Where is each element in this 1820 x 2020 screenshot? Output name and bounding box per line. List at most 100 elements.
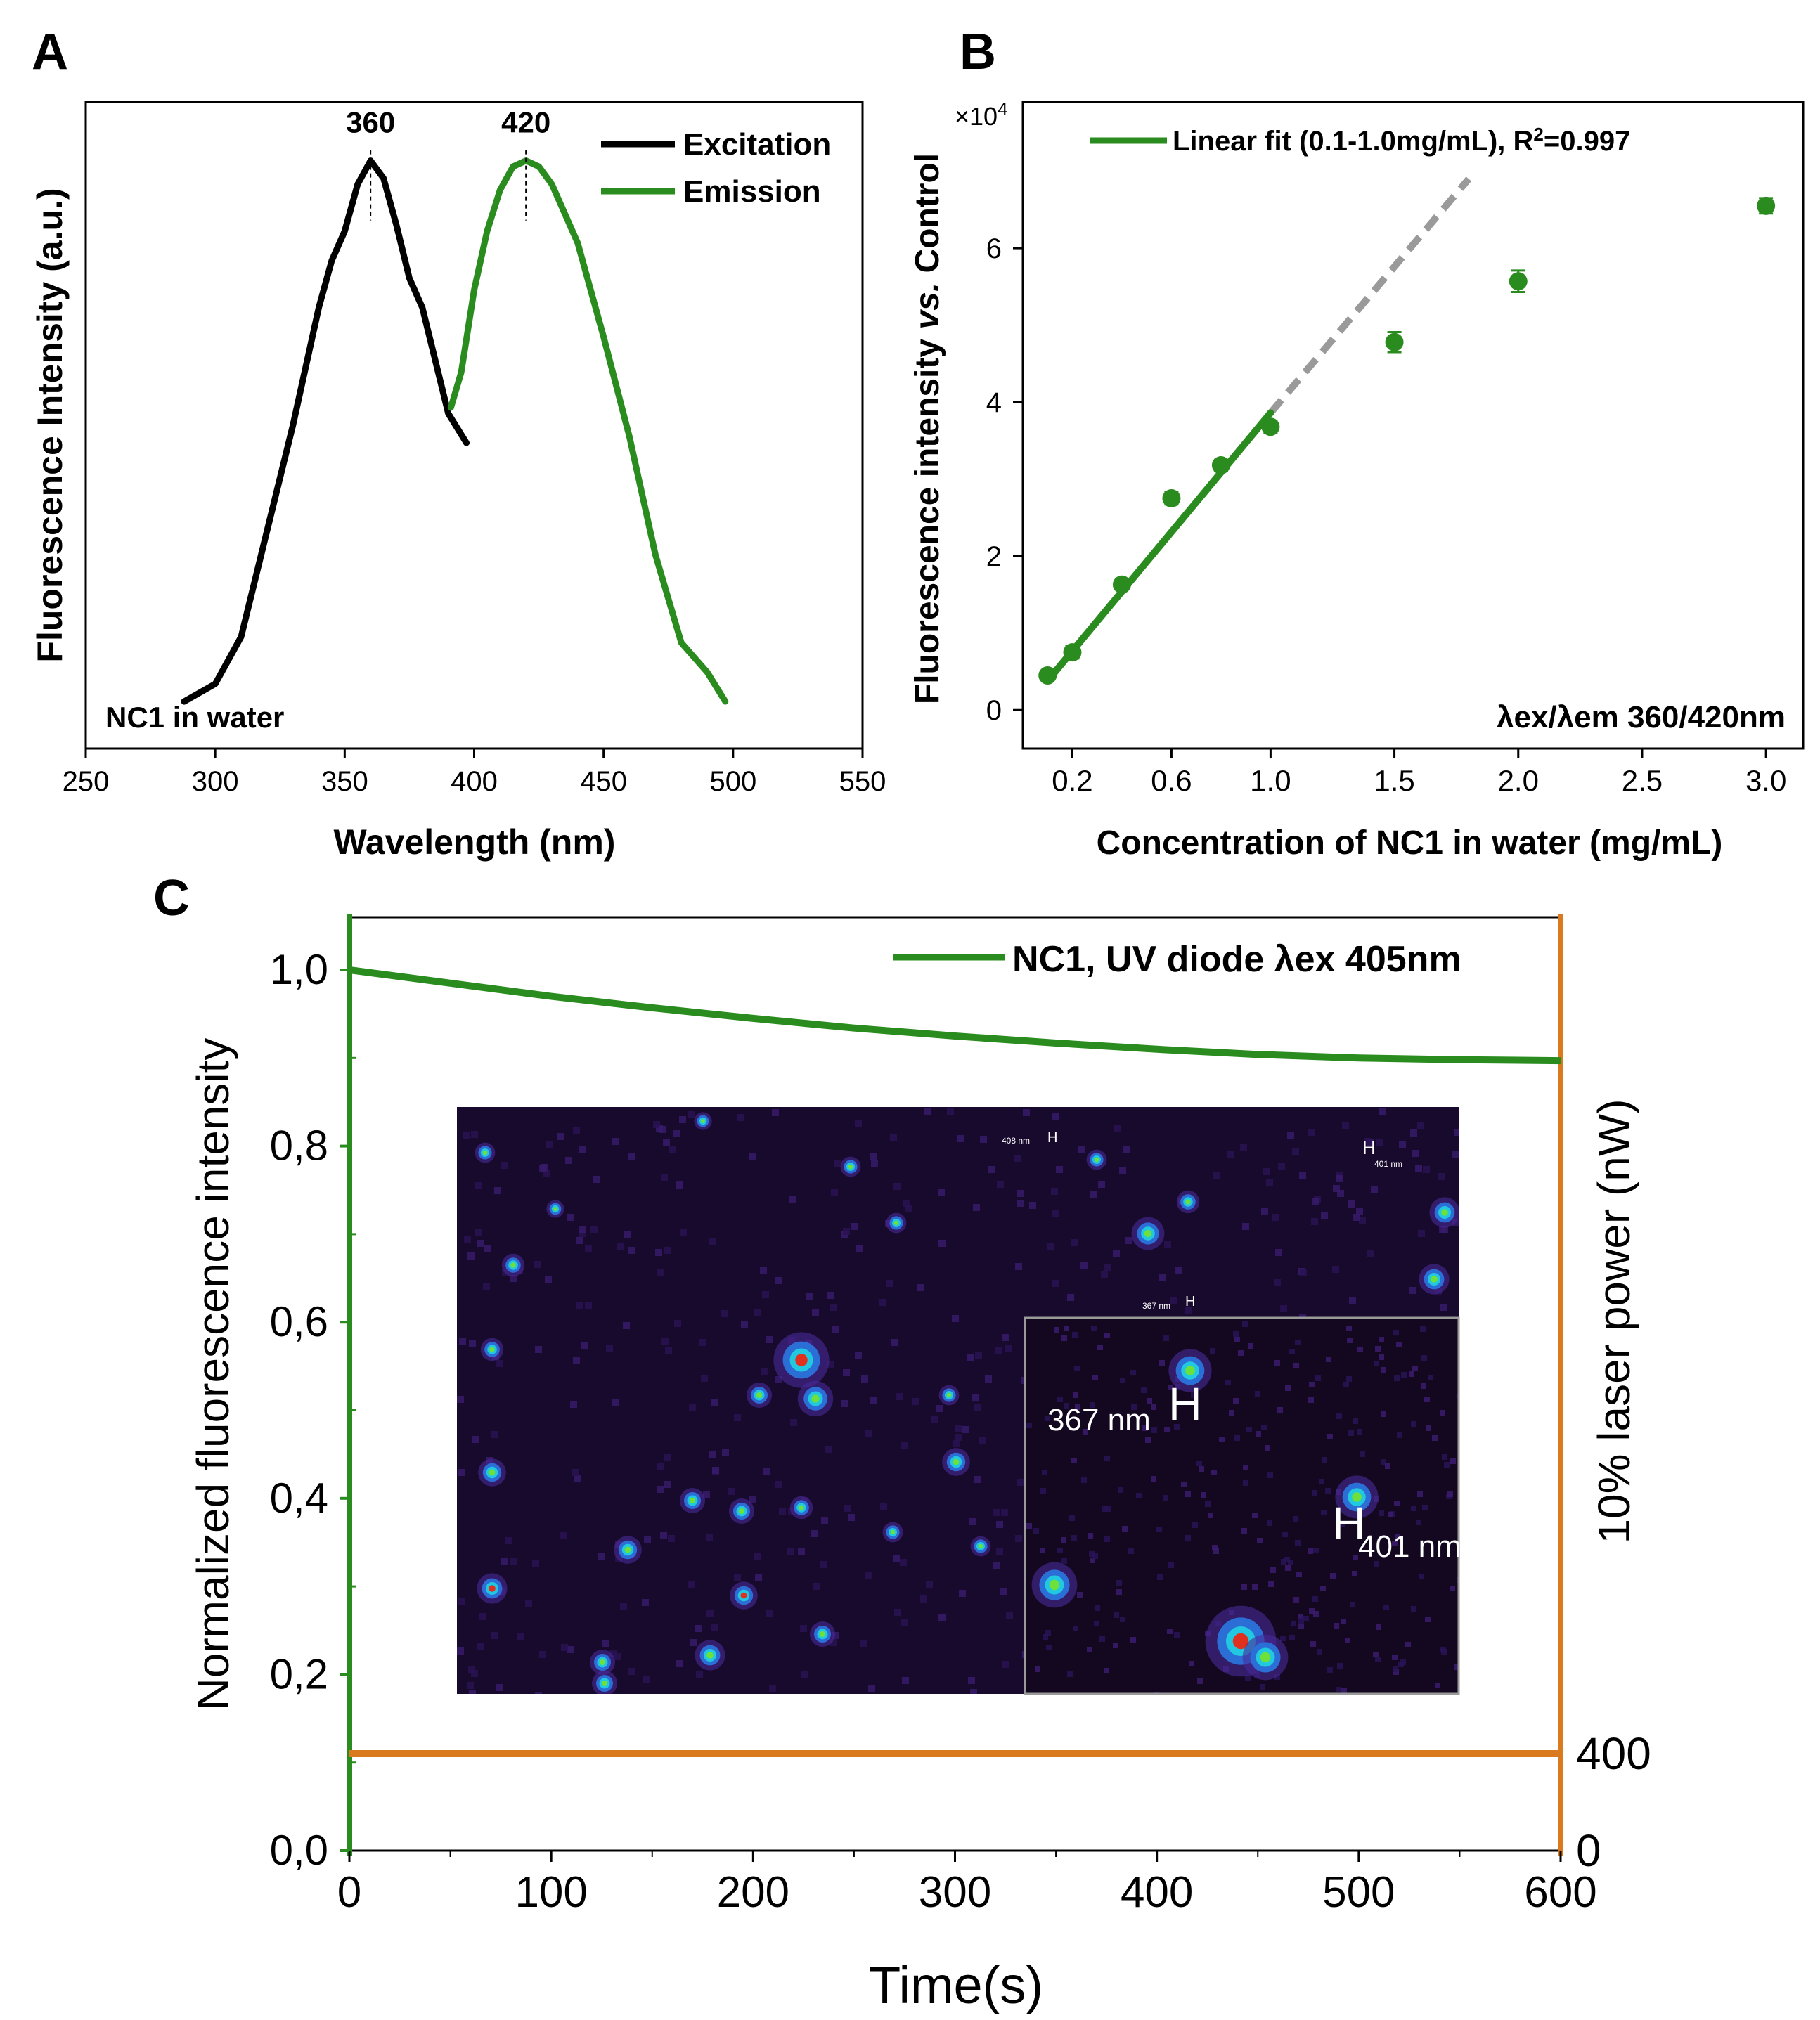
zoom-noise-pixel xyxy=(1185,1535,1191,1541)
inset-noise-pixel xyxy=(924,1108,931,1115)
zoom-noise-pixel xyxy=(1197,1678,1203,1684)
inset-noise-pixel xyxy=(1300,1269,1307,1276)
inset-particle xyxy=(1185,1199,1191,1205)
inset-noise-pixel xyxy=(1412,1150,1419,1157)
inset-noise-pixel xyxy=(1418,1230,1425,1237)
inset-noise-pixel xyxy=(832,1326,839,1333)
inset-noise-pixel xyxy=(581,1342,588,1349)
inset-noise-pixel xyxy=(612,1399,619,1406)
inset-noise-pixel xyxy=(491,1632,498,1639)
inset-noise-pixel xyxy=(891,1339,898,1346)
zoom-noise-pixel xyxy=(1189,1661,1194,1666)
zoom-noise-pixel xyxy=(1350,1602,1355,1607)
inset-noise-pixel xyxy=(763,1468,770,1475)
inset-noise-pixel xyxy=(1114,1125,1121,1132)
zoom-noise-pixel xyxy=(1257,1538,1263,1543)
zoom-noise-pixel xyxy=(1089,1551,1095,1557)
zoom-noise-pixel xyxy=(1289,1635,1295,1640)
zoom-noise-pixel xyxy=(1379,1510,1384,1516)
zoom-noise-pixel xyxy=(1440,1647,1446,1652)
x-tick-label-b: 1.0 xyxy=(1250,764,1291,797)
zoom-noise-pixel xyxy=(1046,1645,1052,1650)
zoom-noise-pixel xyxy=(1421,1355,1427,1361)
zoom-noise-pixel xyxy=(1341,1619,1346,1624)
zoom-noise-pixel xyxy=(1346,1326,1352,1331)
zoom-noise-pixel xyxy=(1296,1572,1302,1577)
x-axis-a: 250 300 350 400 450 500 550 xyxy=(63,749,886,797)
inset-noise-pixel xyxy=(1006,1612,1013,1619)
inset-noise-pixel xyxy=(496,1360,503,1367)
zoom-noise-pixel xyxy=(1285,1565,1291,1571)
zoom-noise-pixel xyxy=(1265,1445,1270,1451)
zoom-noise-pixel xyxy=(1077,1592,1083,1598)
inset-noise-pixel xyxy=(510,1558,517,1565)
inset-noise-pixel xyxy=(664,1454,671,1461)
panel-label-c: C xyxy=(153,870,190,926)
zoom-noise-pixel xyxy=(1104,1456,1110,1461)
zoom-noise-pixel xyxy=(1313,1611,1319,1617)
peak-label: 420 xyxy=(501,106,550,139)
inset-particle xyxy=(706,1652,714,1659)
inset-noise-pixel xyxy=(1263,1168,1270,1175)
inset-noise-pixel xyxy=(749,1496,756,1503)
zoom-noise-pixel xyxy=(1341,1688,1347,1694)
inset-label-408: 408 nm xyxy=(1002,1136,1030,1146)
zoom-noise-pixel xyxy=(1233,1398,1239,1404)
inset-noise-pixel xyxy=(801,1671,808,1678)
inset-noise-pixel xyxy=(931,1416,938,1423)
inset-noise-pixel xyxy=(1272,1214,1279,1221)
zoom-noise-pixel xyxy=(1405,1642,1411,1647)
inset-noise-pixel xyxy=(855,1120,862,1127)
inset-noise-pixel xyxy=(1441,1226,1448,1233)
x-tick-label-b: 0.2 xyxy=(1052,764,1092,797)
inset-noise-pixel xyxy=(1321,1212,1328,1219)
zoom-noise-pixel xyxy=(1061,1537,1066,1543)
inset-noise-pixel xyxy=(565,1157,572,1164)
zoom-noise-pixel xyxy=(1151,1476,1156,1482)
inset-noise-pixel xyxy=(567,1646,574,1653)
zoom-noise-pixel xyxy=(1174,1632,1180,1638)
x-tick-label-c: 400 xyxy=(1121,1868,1193,1917)
inset-noise-pixel xyxy=(655,1249,662,1256)
inset-noise-pixel xyxy=(1364,1138,1371,1145)
zoom-noise-pixel xyxy=(1444,1462,1450,1468)
zoom-noise-pixel xyxy=(1245,1675,1251,1681)
inset-noise-pixel xyxy=(674,1320,681,1327)
zoom-noise-pixel xyxy=(1308,1397,1314,1403)
inset-noise-pixel xyxy=(496,1684,503,1691)
inset-noise-pixel xyxy=(539,1651,546,1658)
zoom-noise-pixel xyxy=(1192,1522,1198,1528)
inset-noise-pixel xyxy=(775,1376,782,1383)
inset-noise-pixel xyxy=(661,1174,668,1181)
zoom-noise-pixel xyxy=(1289,1349,1295,1354)
inset-noise-pixel xyxy=(484,1245,491,1252)
inset-noise-pixel xyxy=(457,1647,464,1655)
zoom-noise-pixel xyxy=(1130,1370,1136,1375)
inset-noise-pixel xyxy=(1359,1217,1366,1224)
inset-noise-pixel xyxy=(1017,1479,1024,1486)
inset-particle xyxy=(978,1543,983,1549)
inset-particle xyxy=(690,1498,695,1503)
inset-noise-pixel xyxy=(696,1671,703,1678)
inset-noise-pixel xyxy=(1299,1172,1306,1179)
inset-particle xyxy=(482,1150,488,1155)
inset-noise-pixel xyxy=(970,1689,977,1694)
inset-particle xyxy=(799,1505,804,1510)
inset-noise-pixel xyxy=(870,1153,877,1160)
inset-noise-pixel xyxy=(689,1404,696,1411)
zoom-noise-pixel xyxy=(1225,1380,1231,1385)
inset-noise-pixel xyxy=(749,1153,756,1160)
zoom-noise-pixel xyxy=(1073,1626,1078,1631)
zoom-noise-pixel xyxy=(1397,1432,1402,1438)
inset-noise-pixel xyxy=(657,1269,664,1276)
y-axis-label-b: Fluorescence intensity vs. Control xyxy=(909,153,946,704)
inset-noise-pixel xyxy=(760,1267,767,1274)
zoom-noise-pixel xyxy=(1196,1461,1202,1466)
zoom-noise-pixel xyxy=(1081,1477,1087,1483)
inset-noise-pixel xyxy=(1067,1294,1074,1301)
inset-noise-pixel xyxy=(754,1553,761,1560)
zoom-noise-pixel xyxy=(1327,1667,1333,1673)
data-point xyxy=(1038,666,1057,685)
inset-noise-pixel xyxy=(831,1189,838,1196)
inset-noise-pixel xyxy=(979,1437,986,1444)
